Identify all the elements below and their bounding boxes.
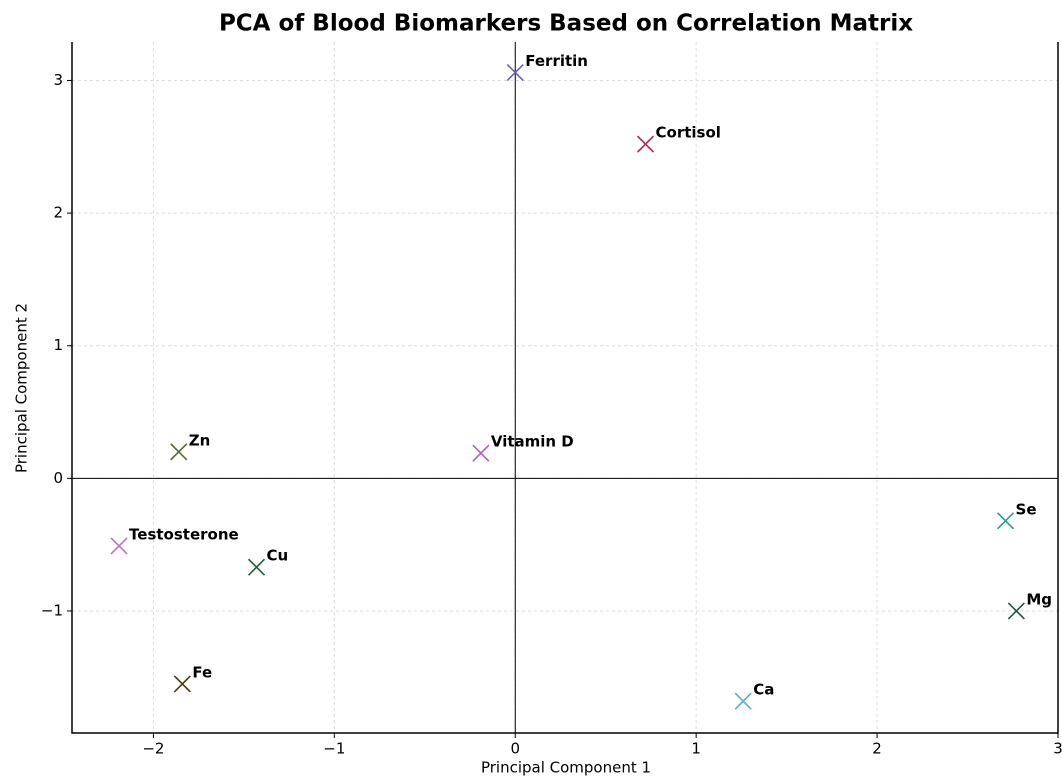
marker — [636, 135, 655, 153]
marker — [996, 512, 1015, 530]
point-label: Cortisol — [656, 124, 721, 142]
point-label: Se — [1016, 500, 1037, 518]
x-tick-label: −1 — [323, 740, 345, 758]
y-axis-label: Principal Component 2 — [13, 303, 31, 473]
axes-frame — [71, 42, 1059, 734]
chart-title: PCA of Blood Biomarkers Based on Correla… — [219, 11, 913, 37]
point-label: Mg — [1026, 590, 1052, 608]
point-label: Zn — [189, 431, 211, 449]
point-label: Testosterone — [129, 525, 239, 543]
y-tick-label: 0 — [53, 469, 63, 487]
marker — [734, 692, 752, 710]
marker — [110, 537, 128, 555]
point-label: Ca — [753, 681, 774, 699]
marker — [247, 558, 266, 576]
y-tick-label: −1 — [41, 601, 63, 619]
marker — [506, 63, 524, 82]
point-label: Cu — [267, 547, 289, 565]
point-label: Fe — [192, 663, 212, 681]
x-tick-label: 1 — [691, 740, 701, 758]
x-tick-label: 0 — [510, 740, 520, 758]
x-axis-label: Principal Component 1 — [481, 759, 651, 777]
x-tick-label: 3 — [1053, 740, 1062, 758]
marker — [472, 444, 490, 462]
marker — [170, 443, 188, 461]
y-tick-label: 1 — [53, 336, 63, 354]
y-tick-label: 2 — [53, 204, 63, 222]
x-tick-label: 2 — [872, 740, 882, 758]
marker — [173, 675, 191, 693]
point-label: Vitamin D — [491, 433, 574, 451]
y-tick-label: 3 — [53, 71, 63, 89]
marker — [1007, 602, 1025, 620]
point-label: Ferritin — [525, 52, 588, 70]
x-tick-label: −2 — [142, 740, 164, 758]
